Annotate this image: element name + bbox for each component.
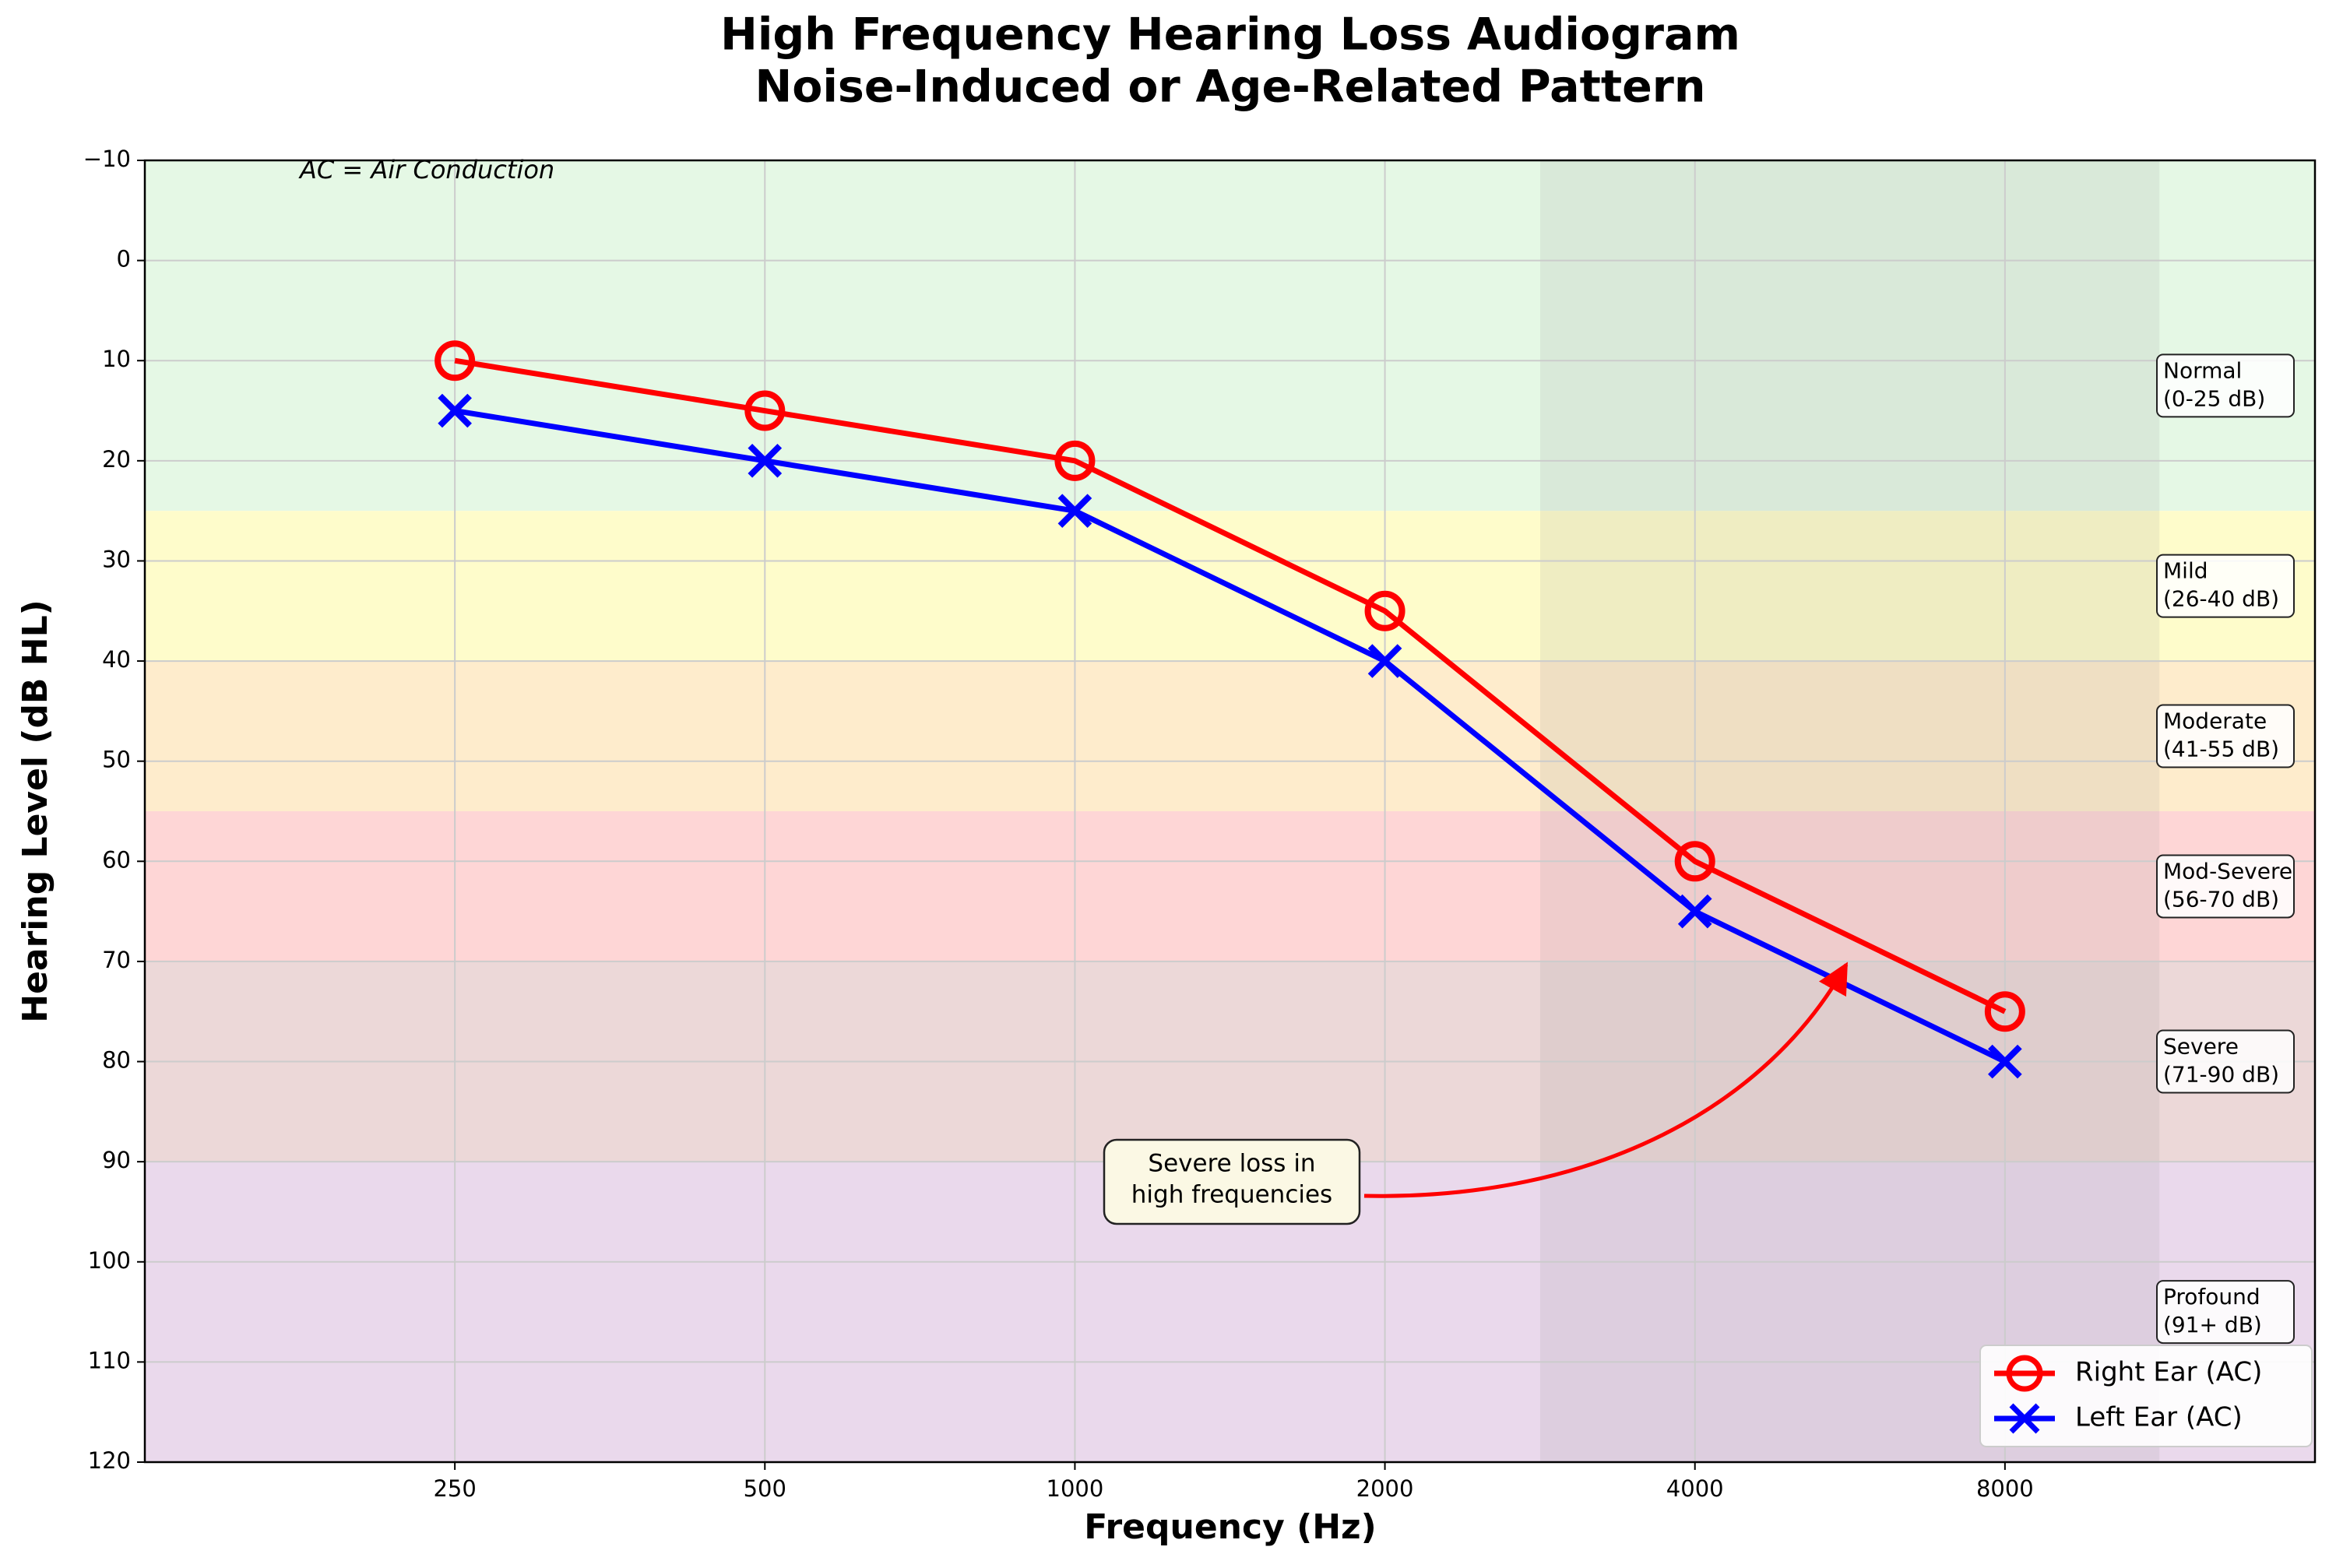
high-frequency-region: [1539, 160, 2160, 1462]
annotation-text: Severe loss in: [1148, 1150, 1315, 1178]
data-point: [1057, 494, 1092, 528]
annotation-box: [1103, 1138, 1361, 1225]
data-point: [438, 393, 472, 428]
severity-band: [145, 160, 2315, 512]
x-tick-label: 500: [744, 1475, 786, 1502]
band-label-box: [2156, 353, 2295, 418]
data-point: [1988, 1044, 2022, 1079]
y-tick-label: 50: [102, 747, 131, 773]
series-line: [454, 408, 2007, 1064]
band-label-box: [2156, 854, 2295, 919]
band-label-box: [2156, 1029, 2295, 1094]
band-label: (91+ dB): [2163, 1312, 2262, 1338]
y-tick-label: −10: [83, 146, 131, 172]
x-tick-label: 1000: [1047, 1475, 1104, 1502]
y-tick-label: 70: [102, 947, 131, 973]
band-label-box: [2156, 704, 2295, 768]
chart-subtitle: Noise-Induced or Age-Related Pattern: [755, 62, 1706, 113]
annotation-arrow: [1363, 962, 1849, 1198]
chart-title: High Frequency Hearing Loss Audiogram: [720, 9, 1740, 61]
y-tick-label: 100: [88, 1247, 131, 1274]
y-tick-label: 30: [102, 546, 131, 572]
data-point: [744, 390, 786, 431]
y-tick-label: 80: [102, 1047, 131, 1074]
x-tick-label: 250: [433, 1475, 476, 1502]
data-point: [1984, 991, 2025, 1032]
legend-marker: [2006, 1355, 2043, 1392]
band-label: (71-90 dB): [2163, 1062, 2279, 1088]
annotation-text: high frequencies: [1131, 1181, 1332, 1209]
band-label: Profound: [2163, 1284, 2260, 1310]
band-label: Normal: [2163, 357, 2242, 383]
band-label: Severe: [2163, 1034, 2239, 1060]
y-tick-label: 120: [88, 1447, 131, 1474]
data-point: [1364, 590, 1405, 631]
band-label: (41-55 dB): [2163, 737, 2279, 762]
data-point: [434, 340, 476, 381]
severity-band: [145, 661, 2315, 811]
y-tick-label: 110: [88, 1347, 131, 1373]
band-label: Mild: [2163, 558, 2208, 584]
legend-label: Left Ear (AC): [2075, 1402, 2243, 1433]
y-tick-label: 90: [102, 1147, 131, 1173]
data-point: [1367, 644, 1402, 678]
y-tick-label: 10: [102, 346, 131, 372]
y-tick-label: 20: [102, 446, 131, 473]
plot-frame: [143, 159, 2317, 1464]
note: AC = Air Conduction: [298, 155, 554, 185]
data-point: [748, 444, 783, 478]
series-line: [454, 357, 2007, 1014]
legend-label: Right Ear (AC): [2075, 1357, 2262, 1388]
legend-marker: [2009, 1403, 2040, 1434]
band-label: (26-40 dB): [2163, 586, 2279, 612]
data-point: [1677, 894, 1712, 929]
band-label: Mod-Severe: [2163, 858, 2292, 884]
band-label: Moderate: [2163, 708, 2267, 734]
band-label: (0-25 dB): [2163, 385, 2265, 411]
x-tick-label: 8000: [1976, 1475, 2034, 1502]
y-tick-label: 60: [102, 846, 131, 873]
band-label-box: [2156, 1280, 2295, 1345]
severity-band: [145, 811, 2315, 962]
data-point: [1674, 841, 1715, 882]
data-point: [1054, 440, 1096, 481]
band-label-box: [2156, 554, 2295, 618]
x-tick-label: 2000: [1356, 1475, 1414, 1502]
x-tick-label: 4000: [1666, 1475, 1724, 1502]
y-tick-label: 0: [117, 246, 131, 272]
x-axis-label: Frequency (Hz): [1084, 1507, 1377, 1547]
legend-box: [1979, 1345, 2313, 1447]
band-label: (56-70 dB): [2163, 886, 2279, 912]
y-axis-label: Hearing Level (dB HL): [16, 599, 55, 1023]
y-tick-label: 40: [102, 646, 131, 673]
